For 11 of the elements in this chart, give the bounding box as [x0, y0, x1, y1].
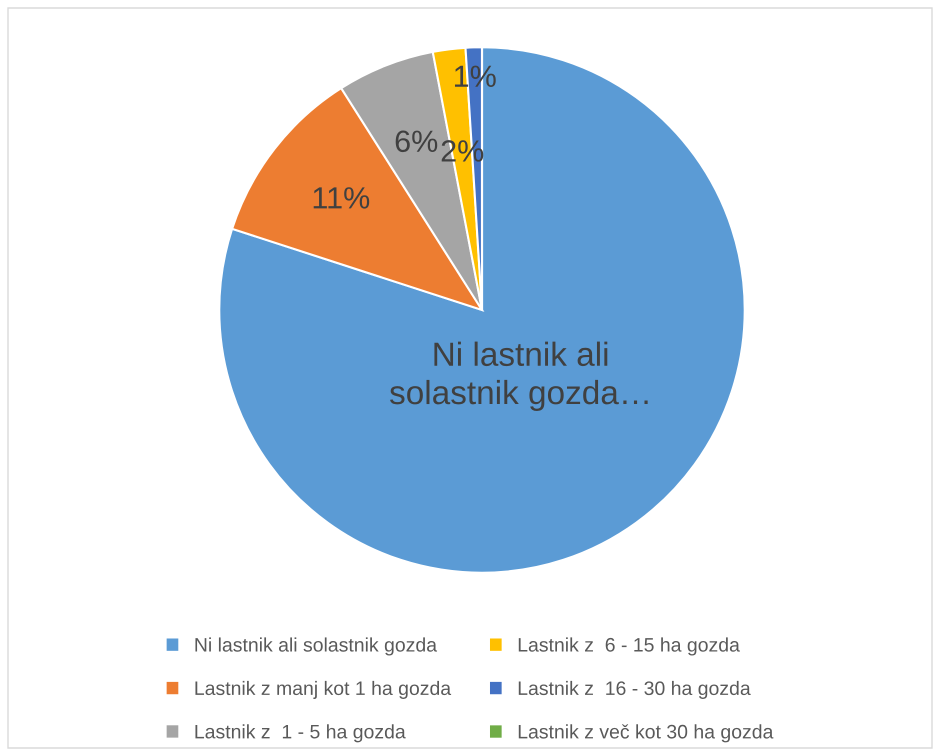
legend-label: Lastnik z 6 - 15 ha gozda [518, 637, 740, 656]
data-label: 11% [314, 187, 370, 209]
legend-label: Lastnik z 16 - 30 ha gozda [518, 680, 751, 699]
legend-label: Lastnik z manj kot 1 ha gozda [195, 680, 452, 699]
data-label: Ni lastnik ali solastnik gozda… [390, 342, 648, 411]
data-label: 6% [396, 130, 438, 152]
data-label: 2% [442, 140, 484, 162]
legend-label: Lastnik z več kot 30 ha gozda [518, 724, 774, 742]
pie-slice [218, 46, 746, 574]
legend-label: Lastnik z 1 - 5 ha gozda [195, 724, 406, 742]
legend-label: Ni lastnik ali solastnik gozda [195, 637, 438, 656]
